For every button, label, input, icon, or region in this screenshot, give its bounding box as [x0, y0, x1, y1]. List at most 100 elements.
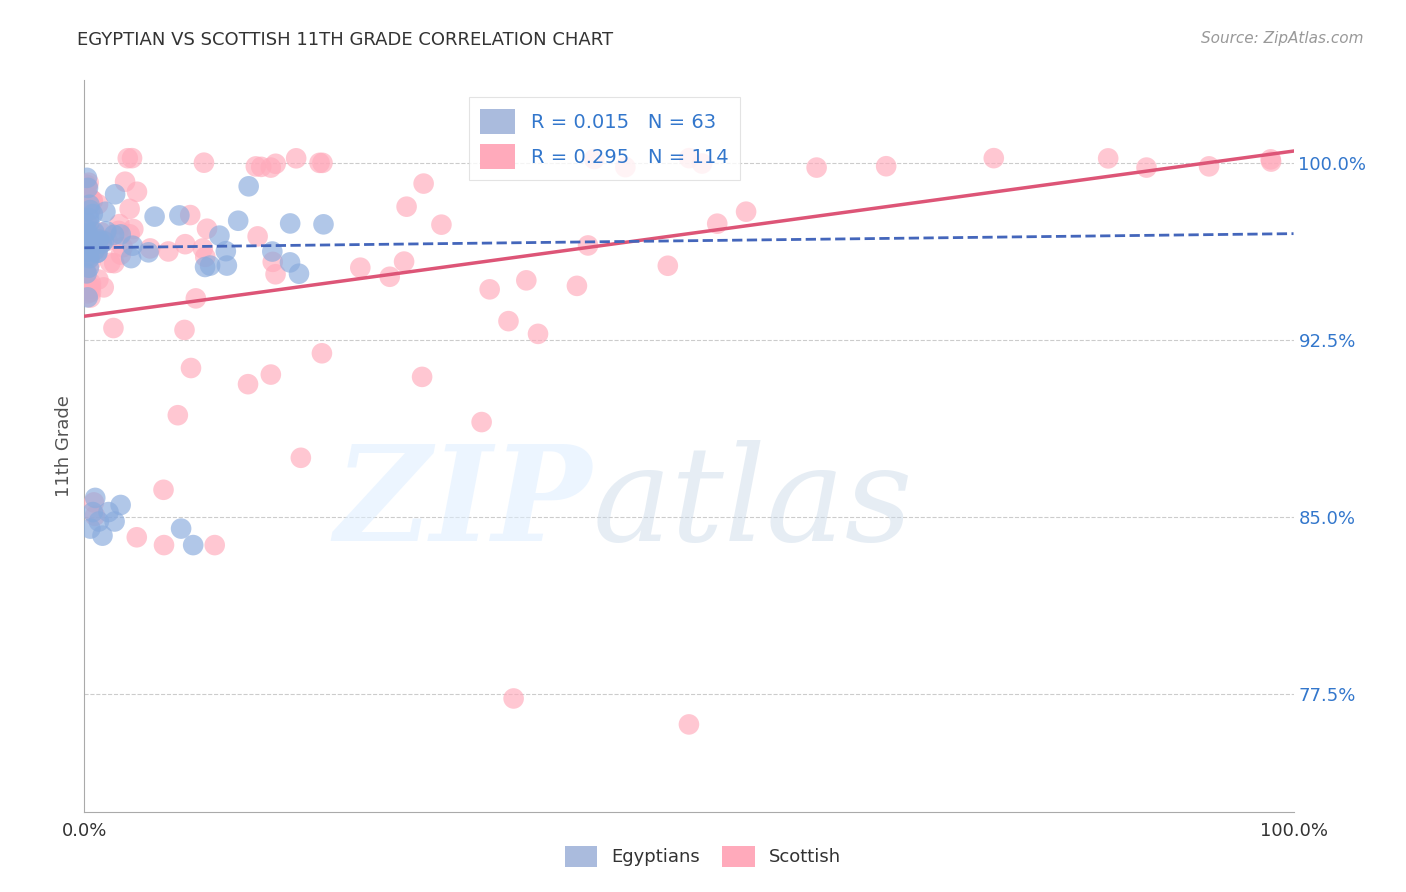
Point — [515, 273, 537, 287]
Point — [195, 221, 218, 235]
Point — [875, 159, 897, 173]
Point — [83, 495, 105, 509]
Point — [82, 194, 104, 208]
Point — [84, 491, 107, 505]
Point — [82, 505, 104, 519]
Point — [111, 240, 134, 254]
Point — [193, 155, 215, 169]
Point — [98, 256, 121, 270]
Point — [184, 292, 207, 306]
Point — [90, 233, 112, 247]
Point — [1260, 154, 1282, 169]
Point — [412, 177, 434, 191]
Y-axis label: 11th Grade: 11th Grade — [55, 395, 73, 497]
Text: Source: ZipAtlas.com: Source: ZipAtlas.com — [1201, 31, 1364, 46]
Point — [262, 244, 284, 259]
Point — [378, 269, 401, 284]
Point — [143, 210, 166, 224]
Point — [77, 211, 100, 225]
Point — [169, 208, 191, 222]
Point — [80, 276, 103, 290]
Point — [285, 151, 308, 165]
Point — [104, 515, 127, 529]
Point — [103, 227, 125, 242]
Point — [94, 204, 117, 219]
Point — [278, 255, 301, 269]
Point — [678, 717, 700, 731]
Point — [527, 326, 550, 341]
Point — [77, 176, 100, 190]
Point — [75, 245, 97, 260]
Point — [76, 222, 98, 236]
Point — [91, 529, 114, 543]
Point — [90, 226, 112, 240]
Point — [166, 408, 188, 422]
Point — [79, 198, 101, 212]
Point — [1097, 152, 1119, 166]
Point — [84, 227, 107, 242]
Point — [79, 291, 101, 305]
Point — [77, 260, 100, 275]
Point — [1260, 153, 1282, 167]
Point — [392, 254, 415, 268]
Point — [84, 241, 107, 255]
Point — [120, 251, 142, 265]
Point — [77, 286, 100, 301]
Point — [84, 508, 107, 523]
Point — [93, 234, 115, 248]
Point — [565, 278, 588, 293]
Point — [86, 246, 108, 260]
Point — [117, 151, 139, 165]
Point — [110, 247, 132, 261]
Point — [583, 152, 606, 166]
Point — [121, 151, 143, 165]
Point — [76, 266, 98, 280]
Point — [93, 280, 115, 294]
Point — [278, 217, 301, 231]
Point — [77, 216, 100, 230]
Point — [77, 181, 100, 195]
Point — [152, 483, 174, 497]
Point — [75, 235, 97, 249]
Point — [86, 231, 108, 245]
Point — [76, 275, 98, 289]
Point — [311, 156, 333, 170]
Point — [983, 151, 1005, 165]
Point — [76, 290, 98, 304]
Point — [430, 218, 453, 232]
Point — [75, 228, 97, 243]
Point — [79, 247, 101, 261]
Point — [349, 260, 371, 275]
Point — [245, 160, 267, 174]
Point — [246, 229, 269, 244]
Point — [96, 224, 118, 238]
Point — [90, 236, 112, 251]
Point — [179, 208, 201, 222]
Point — [79, 251, 101, 265]
Point — [79, 202, 101, 217]
Point — [471, 415, 494, 429]
Point — [76, 180, 98, 194]
Point — [290, 450, 312, 465]
Point — [87, 235, 110, 249]
Point — [87, 197, 110, 211]
Point — [118, 202, 141, 216]
Point — [478, 282, 501, 296]
Point — [138, 245, 160, 260]
Point — [395, 200, 418, 214]
Point — [107, 224, 129, 238]
Point — [208, 228, 231, 243]
Point — [288, 267, 311, 281]
Point — [80, 285, 103, 299]
Point — [706, 217, 728, 231]
Point — [236, 377, 259, 392]
Point — [170, 522, 193, 536]
Point — [75, 262, 97, 277]
Point — [678, 151, 700, 165]
Point — [260, 368, 283, 382]
Legend: Egyptians, Scottish: Egyptians, Scottish — [558, 838, 848, 874]
Point — [657, 259, 679, 273]
Point — [411, 370, 433, 384]
Point — [86, 236, 108, 251]
Point — [118, 227, 141, 242]
